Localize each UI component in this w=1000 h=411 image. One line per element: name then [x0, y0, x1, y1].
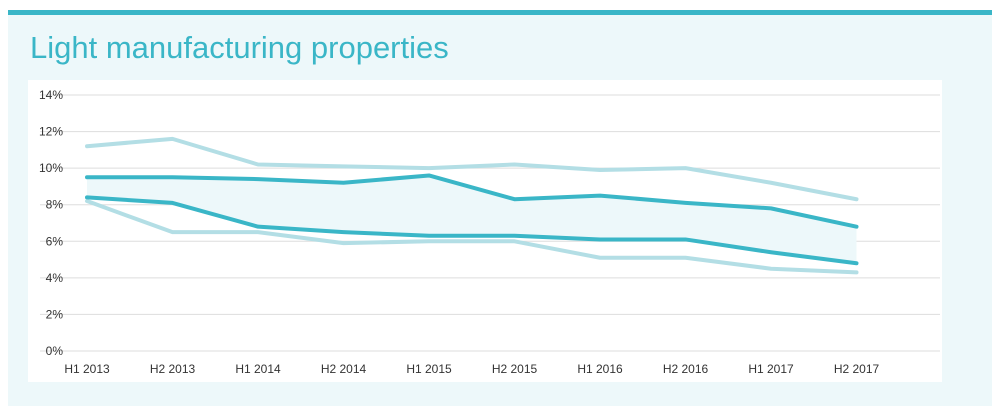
- y-tick-label: 10%: [39, 161, 63, 175]
- x-tick-label: H2 2013: [150, 362, 196, 376]
- band-fill: [87, 175, 857, 264]
- y-tick-label: 6%: [46, 234, 64, 248]
- series-line-light: [85, 199, 859, 275]
- series-line-dark: [85, 195, 859, 266]
- x-tick-label: H2 2017: [834, 362, 880, 376]
- top-accent-bar: [8, 10, 992, 15]
- x-tick-label: H2 2016: [663, 362, 709, 376]
- series-line-light: [85, 136, 859, 202]
- shaded-band: [87, 175, 857, 264]
- y-tick-label: 12%: [39, 125, 63, 139]
- y-tick-label: 14%: [39, 88, 63, 102]
- x-tick-label: H1 2017: [748, 362, 794, 376]
- x-tick-label: H1 2016: [577, 362, 623, 376]
- y-axis-ticks: 0% 2% 4% 6% 8% 10% 12% 14%: [39, 88, 63, 358]
- x-axis-ticks: H1 2013 H2 2013 H1 2014 H2 2014 H1 2015 H2 20…: [64, 362, 879, 376]
- x-tick-label: H2 2015: [492, 362, 538, 376]
- y-tick-label: 4%: [46, 271, 64, 285]
- series-lines: [85, 136, 859, 275]
- x-tick-label: H1 2013: [64, 362, 110, 376]
- y-tick-label: 8%: [46, 198, 64, 212]
- chart-title: Light manufacturing properties: [30, 30, 449, 65]
- x-tick-label: H2 2014: [321, 362, 367, 376]
- y-tick-label: 0%: [46, 344, 64, 358]
- x-tick-label: H1 2015: [406, 362, 452, 376]
- y-tick-label: 2%: [46, 307, 64, 321]
- x-tick-label: H1 2014: [235, 362, 281, 376]
- series-line-dark: [85, 173, 859, 229]
